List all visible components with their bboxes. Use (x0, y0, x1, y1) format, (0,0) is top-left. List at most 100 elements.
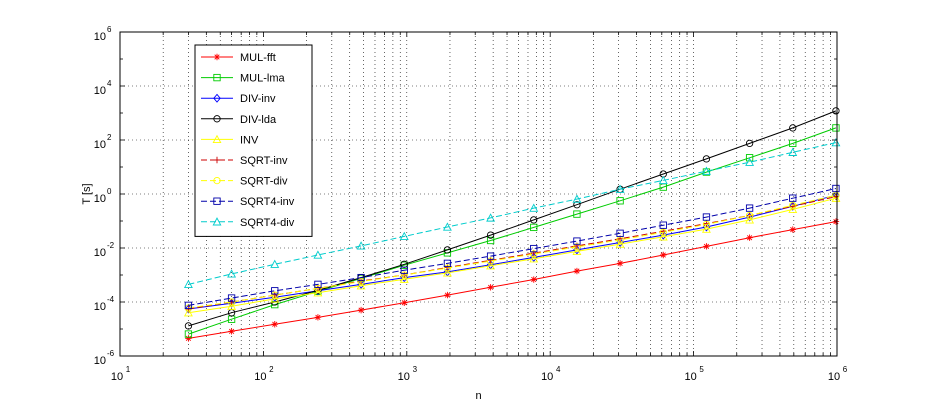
legend-swatch-marker (213, 93, 221, 103)
legend-swatch-marker (213, 53, 221, 61)
data-point (573, 245, 581, 255)
y-tick-base: 10 (94, 193, 106, 205)
data-point (789, 194, 797, 202)
y-tick-base: 10 (94, 31, 106, 43)
data-point (529, 254, 539, 263)
data-point (184, 322, 193, 330)
x-axis-label: n (475, 390, 481, 402)
data-point (442, 222, 452, 231)
data-point (443, 264, 452, 272)
legend-swatch-marker (212, 217, 222, 226)
data-point (745, 154, 754, 162)
legend-item: MUL-lma (201, 73, 285, 85)
data-point (313, 288, 323, 297)
data-point (831, 137, 841, 147)
data-point (227, 269, 237, 278)
y-tick-exponent: 0 (107, 187, 112, 196)
data-point (702, 155, 711, 163)
x-tick-exponent: 4 (556, 365, 561, 374)
legend: MUL-fft MUL-lma DIV-inv DIV-lda INV SQRT-inv S… (194, 44, 313, 237)
data-point (487, 284, 494, 291)
data-point (573, 201, 581, 209)
y-tick-label: 106 (94, 25, 112, 43)
data-point (616, 260, 624, 267)
series-mul-fft (185, 218, 840, 342)
y-tick-label: 102 (94, 133, 112, 151)
legend-label: SQRT-div (240, 176, 288, 188)
legend-swatch-marker (213, 197, 221, 205)
y-tick-base: 10 (94, 247, 106, 259)
legend-item: SQRT4-inv (201, 196, 295, 208)
data-point (832, 218, 840, 225)
y-tick-exponent: 4 (107, 79, 112, 88)
data-point (789, 124, 797, 132)
legend-item: DIV-inv (201, 93, 276, 105)
data-point (702, 213, 711, 221)
data-point (701, 166, 711, 175)
x-tick-label: 104 (541, 365, 561, 383)
data-point (486, 231, 495, 239)
data-point (703, 243, 710, 250)
data-point (313, 250, 323, 259)
y-tick-label: 10-2 (94, 241, 115, 259)
data-point (659, 230, 668, 240)
x-tick-label: 102 (254, 365, 274, 383)
data-point (270, 259, 280, 268)
data-point (357, 279, 365, 289)
data-point (400, 273, 409, 283)
legend-label: DIV-inv (240, 93, 276, 105)
y-tick-label: 10-6 (94, 349, 115, 367)
data-point (832, 124, 840, 132)
data-point (228, 328, 235, 335)
data-point (572, 246, 582, 256)
data-point (573, 210, 581, 218)
data-point (615, 239, 625, 248)
data-point (271, 291, 279, 299)
data-point (442, 268, 452, 277)
data-point (530, 223, 538, 232)
legend-item: MUL-fft (201, 52, 276, 64)
data-point (357, 277, 365, 286)
data-point (270, 294, 280, 303)
data-point (399, 231, 409, 241)
y-tick-base: 10 (94, 85, 106, 97)
data-point (745, 215, 755, 224)
data-point (486, 213, 496, 222)
data-point (573, 243, 581, 251)
data-point (789, 201, 797, 209)
data-point (573, 237, 581, 245)
series-line (188, 221, 836, 339)
series-line (188, 127, 837, 335)
data-point (659, 228, 667, 236)
data-point (227, 301, 237, 310)
y-tick-exponent: -6 (107, 349, 115, 358)
data-point (616, 197, 624, 205)
data-point (227, 294, 236, 302)
data-point (444, 291, 451, 299)
x-tick-base: 10 (254, 371, 266, 383)
x-tick-base: 10 (541, 371, 553, 383)
y-tick-label: 10-4 (94, 295, 115, 313)
data-point (832, 107, 840, 115)
data-point (832, 184, 840, 193)
data-point (184, 301, 193, 310)
data-point (746, 234, 753, 241)
legend-label: SQRT4-div (240, 217, 295, 229)
data-point (401, 299, 408, 306)
legend-label: SQRT-inv (240, 155, 288, 167)
data-point (530, 276, 537, 283)
data-point (789, 226, 796, 233)
series-line (188, 194, 837, 309)
x-tick-exponent: 6 (843, 365, 848, 374)
x-tick-exponent: 5 (699, 365, 704, 374)
legend-item: SQRT-inv (201, 155, 288, 167)
series-line (188, 194, 837, 310)
y-tick-label: 100 (94, 187, 112, 205)
data-point (227, 298, 236, 306)
data-point (314, 280, 322, 289)
x-tick-label: 103 (398, 365, 418, 383)
legend-item: SQRT4-div (201, 217, 295, 229)
x-tick-exponent: 2 (269, 365, 274, 374)
series-inv (183, 193, 841, 317)
